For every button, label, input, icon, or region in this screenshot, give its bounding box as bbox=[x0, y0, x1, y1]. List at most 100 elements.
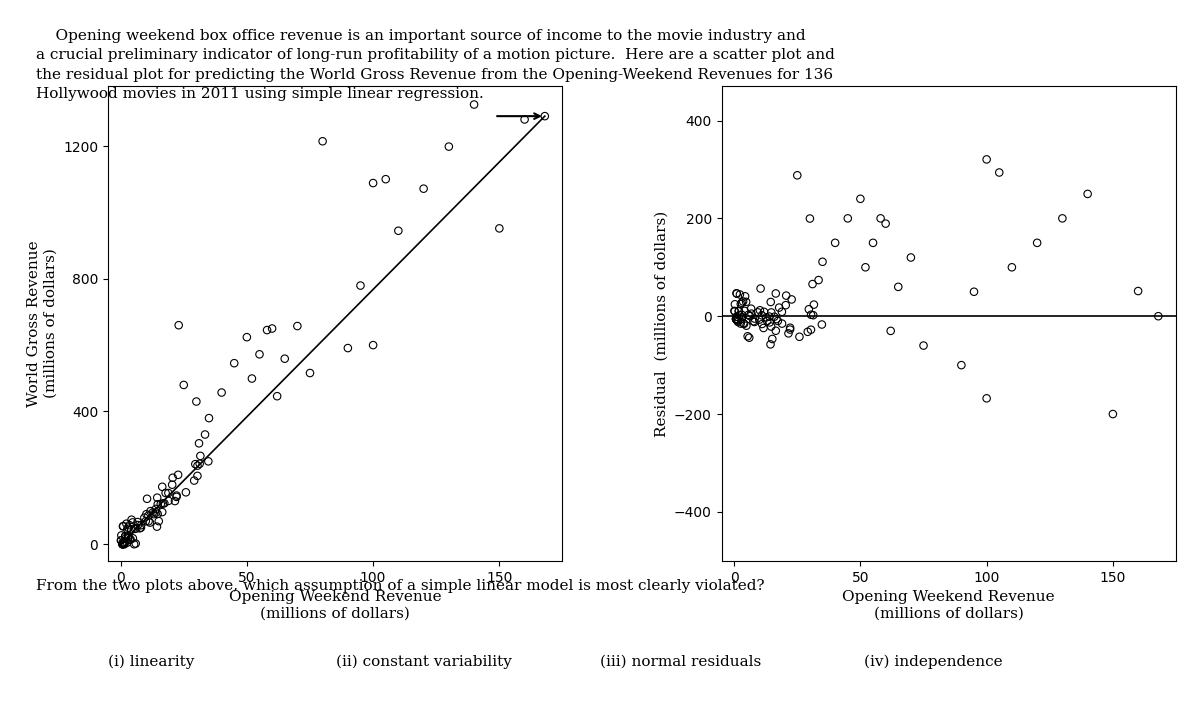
Point bbox=[762, 307, 781, 319]
Point bbox=[389, 225, 408, 237]
Point bbox=[238, 331, 257, 343]
Y-axis label: World Gross Revenue
(millions of dollars): World Gross Revenue (millions of dollars… bbox=[28, 240, 58, 407]
Point bbox=[124, 533, 143, 544]
Point bbox=[727, 314, 746, 326]
Point bbox=[977, 154, 996, 165]
Point bbox=[733, 318, 752, 329]
Point bbox=[174, 379, 193, 390]
Point bbox=[212, 387, 232, 398]
Point bbox=[112, 535, 131, 546]
Point bbox=[364, 178, 383, 189]
Point bbox=[119, 530, 138, 541]
Point bbox=[188, 460, 208, 472]
Point bbox=[190, 438, 209, 449]
Point bbox=[776, 299, 796, 311]
Point bbox=[168, 469, 187, 480]
Point bbox=[776, 290, 796, 301]
Point bbox=[754, 322, 773, 334]
Point bbox=[782, 74, 802, 86]
Point bbox=[856, 262, 875, 273]
Point bbox=[737, 320, 756, 331]
Point bbox=[730, 306, 749, 317]
Point bbox=[149, 516, 168, 527]
Point bbox=[745, 313, 764, 324]
Point bbox=[726, 313, 745, 325]
Point bbox=[275, 353, 294, 365]
Point bbox=[752, 319, 772, 330]
Point bbox=[132, 519, 151, 531]
Point bbox=[152, 481, 172, 493]
Point bbox=[158, 495, 178, 507]
Point bbox=[809, 275, 828, 286]
Point bbox=[731, 289, 750, 301]
Point bbox=[725, 298, 744, 310]
Point bbox=[799, 303, 818, 315]
Point bbox=[736, 290, 755, 302]
Point bbox=[154, 498, 173, 509]
Point bbox=[115, 537, 134, 549]
Point bbox=[156, 487, 175, 499]
Point bbox=[889, 281, 908, 293]
Point bbox=[725, 306, 744, 317]
Point bbox=[734, 318, 754, 329]
Point bbox=[151, 498, 170, 510]
Point bbox=[143, 507, 162, 518]
Point bbox=[914, 340, 934, 352]
Point bbox=[755, 306, 774, 318]
Point bbox=[414, 183, 433, 194]
Point bbox=[152, 506, 172, 518]
Point bbox=[119, 522, 138, 533]
Point bbox=[760, 316, 779, 328]
Point bbox=[137, 508, 156, 520]
Y-axis label: Residual  (millions of dollars): Residual (millions of dollars) bbox=[654, 211, 668, 436]
Text: (iv) independence: (iv) independence bbox=[864, 654, 1003, 669]
Point bbox=[224, 357, 244, 369]
Point bbox=[115, 538, 134, 549]
Point bbox=[769, 302, 788, 313]
Point bbox=[901, 252, 920, 263]
Point bbox=[121, 533, 140, 545]
Point bbox=[113, 539, 132, 550]
Point bbox=[169, 319, 188, 331]
Point bbox=[112, 535, 131, 546]
Point bbox=[120, 534, 139, 546]
Point bbox=[119, 531, 138, 543]
Point bbox=[146, 507, 166, 518]
Point bbox=[313, 135, 332, 147]
Point bbox=[732, 311, 751, 323]
Point bbox=[167, 491, 186, 503]
Point bbox=[736, 305, 755, 316]
Point bbox=[125, 539, 144, 550]
Point bbox=[871, 213, 890, 224]
Point bbox=[196, 429, 215, 440]
Point bbox=[826, 237, 845, 249]
Point bbox=[730, 306, 749, 317]
Point bbox=[439, 141, 458, 152]
Point bbox=[130, 523, 149, 534]
Point bbox=[146, 503, 166, 515]
Point bbox=[188, 470, 208, 482]
Point bbox=[779, 328, 798, 339]
Point bbox=[515, 114, 534, 125]
Point bbox=[115, 539, 134, 550]
Point bbox=[790, 331, 809, 342]
Point bbox=[750, 305, 769, 316]
Point bbox=[139, 516, 158, 527]
Point bbox=[113, 521, 132, 532]
Point bbox=[803, 278, 822, 290]
Point bbox=[763, 333, 782, 344]
Point bbox=[1128, 285, 1147, 297]
Point bbox=[780, 322, 799, 334]
Point bbox=[186, 459, 205, 470]
Point bbox=[732, 309, 751, 321]
Point bbox=[263, 323, 282, 334]
Point bbox=[122, 514, 142, 526]
Point bbox=[737, 296, 756, 308]
Point bbox=[176, 487, 196, 498]
Point bbox=[125, 523, 144, 535]
Point bbox=[113, 536, 132, 548]
Point bbox=[727, 288, 746, 299]
Point bbox=[376, 173, 395, 185]
Point bbox=[881, 325, 900, 336]
Point bbox=[364, 339, 383, 351]
